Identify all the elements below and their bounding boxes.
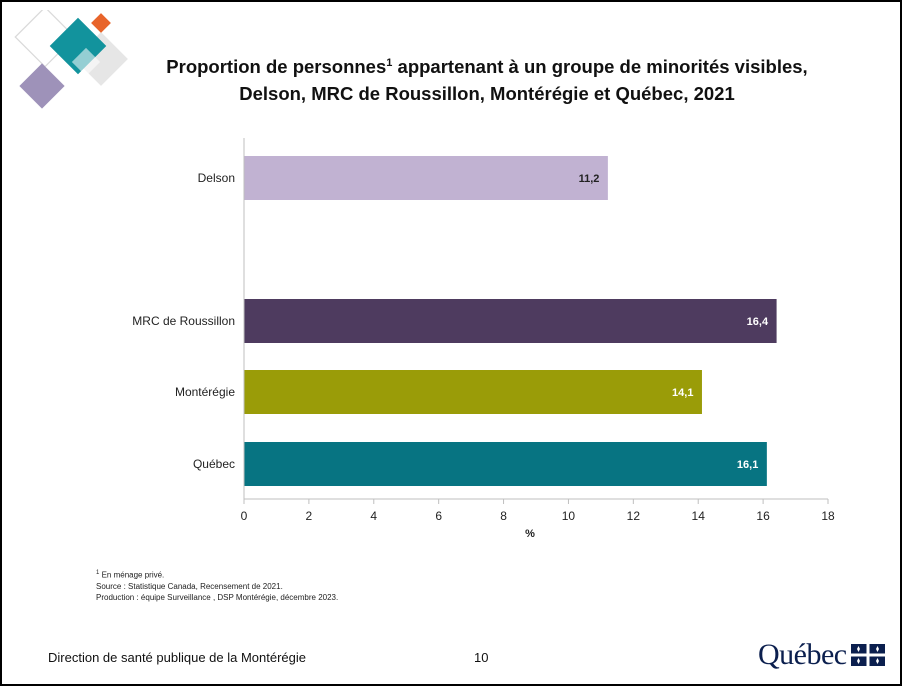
x-tick-label: 2: [306, 509, 313, 523]
x-tick-label: 12: [627, 509, 641, 523]
x-tick-label: 6: [435, 509, 442, 523]
footer-organization: Direction de santé publique de la Montér…: [48, 650, 307, 665]
category-label: MRC de Roussillon: [132, 314, 235, 328]
bar-value-label: 16,4: [747, 316, 769, 328]
bar-value-label: 16,1: [737, 459, 758, 471]
bar-2: [244, 370, 702, 414]
bar-1: [244, 299, 777, 343]
x-tick-label: 8: [500, 509, 507, 523]
x-tick-label: 18: [821, 509, 835, 523]
category-label: Québec: [193, 457, 235, 471]
chart-title: Proportion de personnes1 appartenant à u…: [132, 50, 842, 107]
category-label: Montérégie: [175, 385, 235, 399]
bar-chart: 0 2 4 6 8 10 12 14 16 18% 11,2 Delson 16,4 MRC de Rou…: [132, 138, 835, 540]
quebec-wordmark: Québec: [758, 638, 847, 671]
x-tick-label: 14: [692, 509, 706, 523]
source-note: Source : Statistique Canada, Recensement…: [96, 581, 283, 591]
footnote-text: En ménage privé.: [99, 570, 165, 580]
category-label: Delson: [198, 171, 235, 185]
bar-0: [244, 156, 608, 200]
x-tick-label: 4: [370, 509, 377, 523]
x-tick-label: 0: [241, 509, 248, 523]
chart-title-superscript: 1: [386, 57, 393, 69]
chart-title-line1: Proportion de personnes: [166, 56, 387, 78]
production-note: Production : équipe Surveillance , DSP M…: [96, 592, 339, 602]
decorative-squares-logo: [14, 10, 128, 109]
chart-title-line2: Delson, MRC de Roussillon, Montérégie et…: [239, 83, 735, 105]
bar-3: [244, 442, 767, 486]
footnote: 1 En ménage privé.: [96, 568, 338, 581]
bar-value-label: 11,2: [579, 173, 600, 185]
x-tick-label: 16: [756, 509, 770, 523]
quebec-logo: Québec: [758, 638, 885, 672]
chart-notes: 1 En ménage privé. Source : Statistique …: [96, 568, 338, 603]
page-number: 10: [474, 650, 489, 665]
x-tick-label: 10: [562, 509, 576, 523]
x-axis-label: %: [525, 528, 535, 540]
footnote-marker: 1: [96, 570, 100, 576]
bar-value-label: 14,1: [672, 387, 693, 399]
chart-title-line1-rest: appartenant à un groupe de minorités vis…: [392, 56, 808, 78]
fleurdelise-flag-icon: [850, 644, 885, 666]
